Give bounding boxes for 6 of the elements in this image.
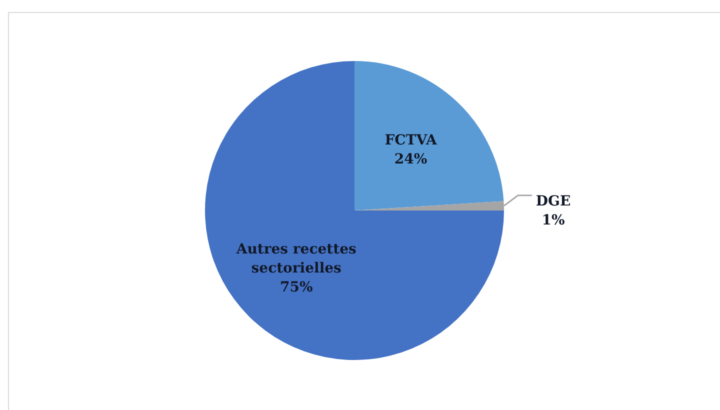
slice-label: Autres recettes sectorielles [235,241,356,276]
data-label: 24% [394,152,428,168]
slice-label: FCTVA [384,132,438,149]
slice-label: DGE [536,194,571,210]
data-label: 1% [542,212,565,229]
data-label: 75% [280,279,313,296]
